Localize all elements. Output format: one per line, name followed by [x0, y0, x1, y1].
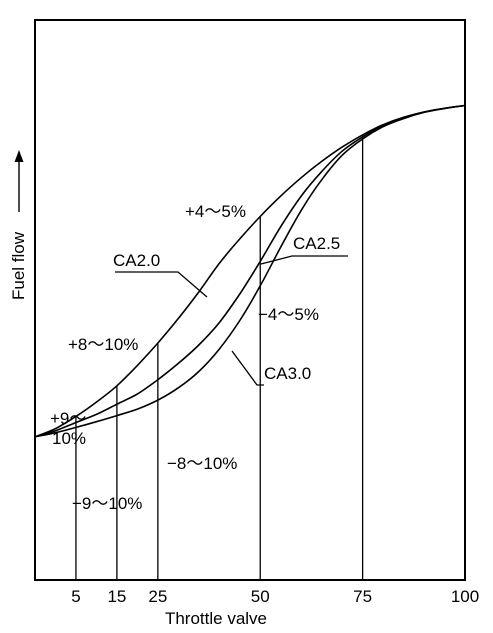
series-line-ca25: [34, 104, 466, 438]
x-tick-label-100: 100: [451, 587, 479, 606]
series-line-ca20: [34, 104, 466, 438]
annotation-plus8-10: +8～10%: [68, 335, 138, 354]
ca25-leader: [260, 255, 348, 265]
series-line-ca30: [34, 104, 466, 438]
arrow-up-icon: [14, 150, 24, 212]
annotation-ca30: CA3.0: [264, 364, 311, 383]
ca30-leader: [231, 350, 264, 386]
annotation-10pct: 10%: [52, 429, 86, 448]
annotation-minus9-10: −9～10%: [72, 494, 142, 513]
annotation-minus8-10: −8～10%: [167, 454, 237, 473]
annotation-plus4-5: +4～5%: [185, 202, 246, 221]
x-tick-label-5: 5: [71, 587, 80, 606]
y-axis-label: Fuel flow: [9, 231, 28, 300]
annotation-minus4-5: −4～5%: [258, 305, 319, 324]
ca20-leader: [115, 271, 208, 298]
series-group: [34, 104, 466, 438]
x-tick-label-25: 25: [148, 587, 167, 606]
reference-lines: [75, 134, 364, 580]
annotation-leaders: [115, 255, 348, 386]
annotation-ca20: CA2.0: [113, 251, 160, 270]
x-tick-label-50: 50: [251, 587, 270, 606]
y-axis-label-group: Fuel flow: [9, 150, 28, 300]
annotation-ca25: CA2.5: [293, 234, 340, 253]
x-tick-label-15: 15: [107, 587, 126, 606]
x-tick-label-75: 75: [353, 587, 372, 606]
annotation-plus9: +9～: [50, 409, 86, 428]
x-axis-label: Throttle valve: [165, 609, 267, 628]
plot-frame: [34, 19, 466, 581]
x-tick-labels: 5 15 25 50 75 100: [71, 587, 479, 606]
